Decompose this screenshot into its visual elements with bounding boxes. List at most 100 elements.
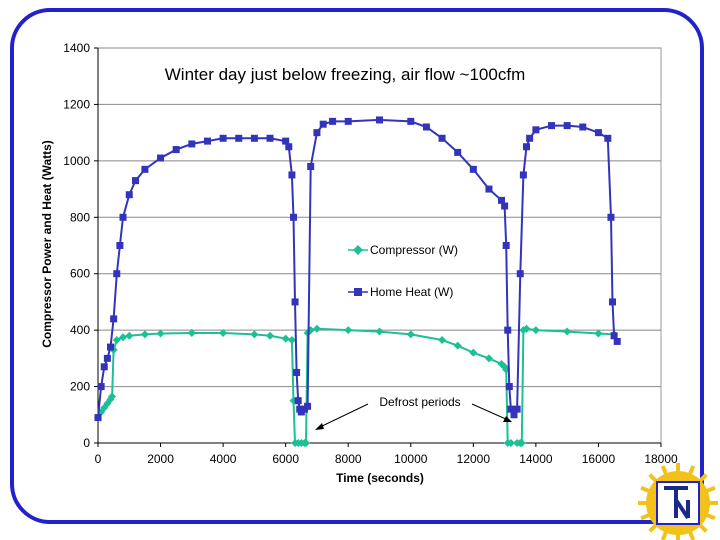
data-point (532, 126, 540, 134)
y-tick-label: 0 (83, 436, 90, 450)
data-point (313, 129, 321, 137)
data-point (188, 140, 196, 148)
y-tick-label: 1200 (63, 97, 90, 111)
data-point (510, 411, 518, 419)
series-home-heat (94, 116, 621, 422)
defrost-arrowhead-right (503, 416, 512, 422)
data-point (285, 143, 293, 151)
x-tick-label: 0 (95, 452, 102, 466)
x-tick-label: 14000 (519, 452, 553, 466)
data-point (132, 177, 140, 185)
data-point (281, 334, 290, 343)
data-point (112, 336, 121, 345)
logo-ray (703, 485, 716, 495)
data-point (119, 333, 128, 342)
data-point (100, 363, 108, 371)
data-point (516, 270, 524, 278)
data-point (125, 331, 134, 340)
data-point (454, 148, 462, 156)
data-point (235, 134, 243, 142)
data-point (422, 123, 430, 131)
data-point (157, 154, 165, 162)
data-point (282, 137, 290, 145)
data-point (344, 117, 352, 125)
legend-label-compressor: Compressor (W) (370, 243, 458, 257)
logo-glyph (664, 486, 690, 520)
data-point (103, 354, 111, 362)
data-point (517, 439, 526, 447)
slide-frame (10, 8, 704, 524)
data-point (287, 336, 296, 345)
x-tick-label: 16000 (582, 452, 616, 466)
data-point (119, 213, 127, 221)
y-axis-label: Compressor Power and Heat (Watts) (40, 140, 54, 348)
data-point (522, 324, 531, 333)
y-tick-label: 400 (70, 323, 90, 337)
data-point (505, 383, 513, 391)
legend-marker-compressor (353, 245, 363, 255)
data-point (609, 298, 617, 306)
data-point (266, 134, 274, 142)
x-tick-label: 6000 (272, 452, 299, 466)
data-point (141, 165, 149, 173)
data-point (523, 143, 531, 151)
data-point (607, 213, 615, 221)
defrost-arrow-right (471, 403, 509, 421)
data-point (288, 171, 296, 179)
y-tick-label: 1400 (63, 41, 90, 55)
data-point (266, 331, 275, 340)
x-tick-label: 8000 (335, 452, 362, 466)
data-point (453, 341, 462, 350)
data-point (319, 120, 327, 128)
data-point (307, 163, 315, 170)
data-point (110, 315, 118, 323)
logo (638, 463, 718, 540)
data-point (513, 405, 521, 413)
data-point (250, 134, 258, 142)
data-point (344, 326, 353, 335)
data-point (604, 134, 612, 142)
data-point (504, 326, 512, 334)
data-point (502, 242, 510, 249)
data-point (469, 165, 477, 173)
data-point (312, 324, 321, 333)
x-axis: 0 2000 4000 6000 8000 10000 12000 14000 16000 180… (95, 442, 678, 466)
data-point (519, 171, 527, 179)
data-point (289, 213, 297, 221)
data-point (406, 330, 415, 339)
data-point (172, 146, 180, 154)
data-point (485, 185, 493, 193)
data-point (107, 343, 115, 351)
data-point (113, 270, 121, 278)
series-group (94, 116, 621, 447)
data-point (219, 134, 227, 142)
chart-title: Winter day just below freezing, air flow… (165, 65, 525, 84)
data-point (594, 129, 602, 137)
data-point (187, 328, 196, 337)
y-tick-label: 800 (70, 210, 90, 224)
series-compressor (94, 324, 619, 447)
data-point (407, 117, 415, 125)
data-point (438, 336, 447, 345)
x-tick-label: 2000 (147, 452, 174, 466)
data-point (219, 328, 228, 337)
legend: Compressor (W) Home Heat (W) (348, 243, 458, 299)
defrost-arrowhead-left (315, 423, 324, 430)
data-point (613, 337, 621, 345)
x-axis-label: Time (seconds) (336, 471, 424, 485)
x-tick-label: 12000 (457, 452, 491, 466)
logo-ray (686, 465, 696, 478)
defrost-label: Defrost periods (379, 395, 460, 409)
data-point (548, 122, 556, 130)
data-point (501, 202, 509, 210)
defrost-annotation: Defrost periods (315, 395, 512, 430)
data-point (563, 122, 571, 130)
logo-ray (686, 528, 696, 540)
data-point (293, 368, 301, 376)
data-point (156, 329, 165, 338)
data-point (579, 123, 587, 131)
data-point (563, 327, 572, 336)
data-point (526, 134, 534, 142)
data-point (610, 332, 618, 340)
data-point (329, 117, 337, 125)
